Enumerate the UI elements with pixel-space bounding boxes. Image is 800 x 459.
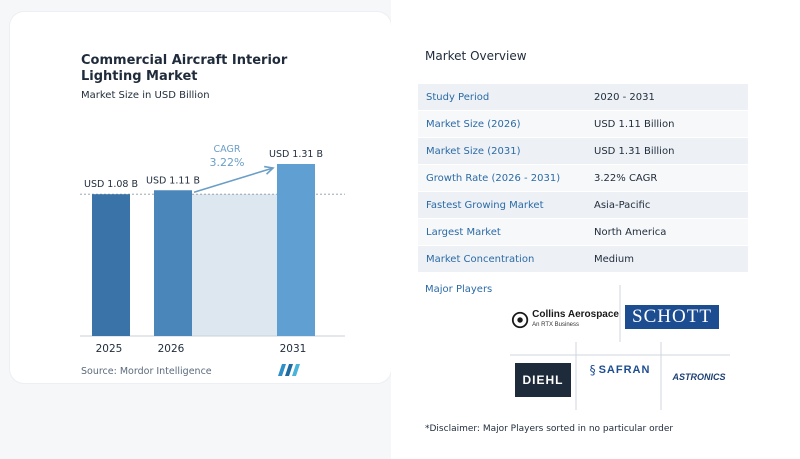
overview-row: Market Size (2031) USD 1.31 Billion bbox=[418, 138, 748, 165]
x-tick-2026: 2026 bbox=[158, 343, 185, 355]
overview-row: Study Period 2020 - 2031 bbox=[418, 84, 748, 111]
diehl-logo: DIEHL bbox=[515, 363, 571, 397]
cagr-value: 3.22% bbox=[210, 156, 245, 169]
row-value: Asia-Pacific bbox=[594, 199, 651, 211]
bar-chart: USD 1.08 B 2025 USD 1.11 B 2026 USD 1.31 B 20… bbox=[80, 144, 345, 355]
overview-row: Market Concentration Medium bbox=[418, 246, 748, 273]
safran-icon: § bbox=[589, 363, 596, 377]
row-key: Market Concentration bbox=[426, 253, 535, 265]
schott-name: SCHOTT bbox=[632, 306, 712, 327]
bar-2026 bbox=[154, 190, 192, 336]
x-tick-2025: 2025 bbox=[96, 343, 123, 355]
collins-aerospace-logo: Collins Aerospace An RTX Business bbox=[511, 305, 619, 335]
data-label-2031: USD 1.31 B bbox=[269, 149, 323, 160]
row-value: USD 1.11 Billion bbox=[594, 118, 675, 130]
data-label-2025: USD 1.08 B bbox=[84, 179, 138, 190]
row-key: Fastest Growing Market bbox=[426, 199, 544, 211]
major-players-title: Major Players bbox=[425, 284, 493, 295]
collins-aerospace-name: Collins Aerospace bbox=[532, 309, 619, 320]
schott-logo: SCHOTT bbox=[625, 305, 719, 329]
overview-row: Growth Rate (2026 - 2031) 3.22% CAGR bbox=[418, 165, 748, 192]
row-key: Growth Rate (2026 - 2031) bbox=[426, 172, 561, 184]
row-value: North America bbox=[594, 226, 667, 238]
bar-2031 bbox=[277, 164, 315, 336]
safran-name: SAFRAN bbox=[598, 364, 651, 376]
row-key: Market Size (2026) bbox=[426, 118, 521, 130]
row-key: Study Period bbox=[426, 91, 490, 103]
major-players-logos: Collins Aerospace An RTX Business SCHOTT… bbox=[505, 285, 735, 410]
row-key: Market Size (2031) bbox=[426, 145, 521, 157]
source-text: Source: Mordor Intelligence bbox=[81, 366, 212, 377]
collins-aerospace-sub: An RTX Business bbox=[532, 322, 580, 328]
overview-row: Market Size (2026) USD 1.11 Billion bbox=[418, 111, 748, 138]
row-value: 2020 - 2031 bbox=[594, 91, 655, 103]
x-tick-2031: 2031 bbox=[280, 343, 307, 355]
cagr-arrow-line bbox=[193, 167, 274, 194]
row-key: Largest Market bbox=[426, 226, 501, 238]
collins-aerospace-icon bbox=[511, 311, 529, 329]
astronics-name: ASTRONICS bbox=[672, 372, 726, 382]
diehl-name: DIEHL bbox=[522, 373, 564, 387]
chart-title: Commercial Aircraft Interior Lighting Ma… bbox=[81, 53, 288, 84]
cagr-label: CAGR bbox=[214, 144, 241, 155]
market-overview-table: Study Period 2020 - 2031 Market Size (202… bbox=[418, 84, 748, 273]
safran-logo: § SAFRAN bbox=[583, 359, 657, 381]
data-label-2026: USD 1.11 B bbox=[146, 175, 200, 186]
disclaimer-text: *Disclaimer: Major Players sorted in no … bbox=[425, 424, 674, 434]
logo-grid-lines bbox=[510, 285, 730, 410]
overview-row: Fastest Growing Market Asia-Pacific bbox=[418, 192, 748, 219]
cagr-arrow-head bbox=[264, 165, 275, 175]
row-value: USD 1.31 Billion bbox=[594, 145, 675, 157]
market-overview-title: Market Overview bbox=[425, 49, 527, 63]
astronics-logo: ASTRONICS bbox=[665, 367, 733, 387]
row-value: 3.22% CAGR bbox=[594, 172, 658, 184]
bar-2025 bbox=[92, 194, 130, 336]
overview-row: Largest Market North America bbox=[418, 219, 748, 246]
row-value: Medium bbox=[594, 253, 634, 265]
growth-shade bbox=[192, 194, 277, 336]
mordor-intelligence-logo-icon bbox=[278, 364, 300, 376]
chart-subtitle: Market Size in USD Billion bbox=[81, 90, 210, 101]
